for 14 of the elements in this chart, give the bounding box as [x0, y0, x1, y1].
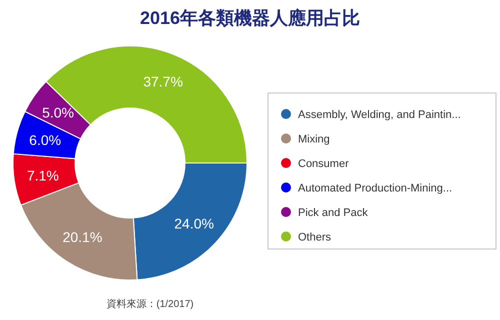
chart-title: 2016年各類機器人應用占比 — [140, 8, 360, 28]
data-label: 20.1% — [62, 229, 102, 246]
data-label: 6.0% — [29, 132, 62, 148]
data-label: 7.1% — [26, 168, 59, 184]
data-label: 5.0% — [42, 104, 74, 120]
legend-label: Assembly, Welding, and Paintin... — [298, 109, 461, 121]
data-label: 37.7% — [143, 73, 183, 90]
legend-label: Mixing — [298, 134, 330, 146]
legend-label: Pick and Pack — [298, 207, 368, 219]
source-note: 資料來源：(1/2017) — [106, 298, 194, 310]
data-label: 24.0% — [174, 215, 214, 232]
legend-label: Consumer — [298, 158, 350, 170]
legend-label: Others — [298, 232, 332, 244]
legend-label: Automated Production-Mining... — [298, 182, 452, 194]
